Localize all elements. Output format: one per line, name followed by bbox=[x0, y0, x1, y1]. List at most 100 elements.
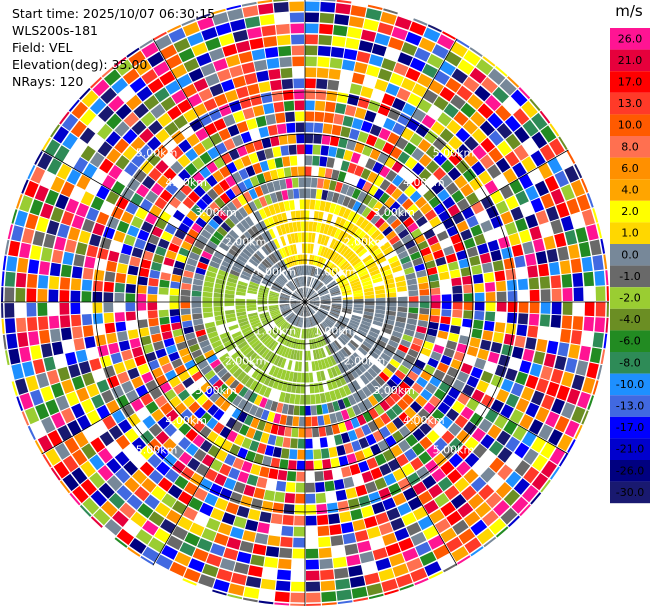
velocity-gate bbox=[336, 276, 346, 283]
velocity-gate bbox=[249, 175, 260, 187]
velocity-gate bbox=[317, 269, 324, 279]
velocity-gate bbox=[372, 161, 384, 174]
velocity-gate bbox=[26, 273, 38, 288]
velocity-gate bbox=[222, 43, 238, 57]
velocity-gate bbox=[340, 232, 349, 243]
velocity-gate bbox=[363, 314, 373, 320]
velocity-gate bbox=[237, 447, 248, 460]
velocity-gate bbox=[180, 295, 191, 302]
velocity-gate bbox=[364, 298, 375, 302]
velocity-gate bbox=[160, 402, 173, 415]
velocity-gate bbox=[10, 430, 27, 449]
velocity-gate bbox=[191, 307, 202, 314]
velocity-gate bbox=[98, 105, 115, 122]
velocity-gate bbox=[310, 302, 320, 304]
velocity-gate bbox=[116, 555, 135, 573]
velocity-gate bbox=[313, 122, 324, 133]
velocity-gate bbox=[419, 289, 430, 296]
velocity-gate bbox=[373, 188, 385, 200]
velocity-gate bbox=[576, 140, 592, 159]
colorbar-tick-label: -21.0 bbox=[616, 443, 644, 456]
velocity-gate bbox=[131, 153, 146, 168]
velocity-gate bbox=[248, 188, 258, 200]
velocity-gate bbox=[268, 300, 278, 302]
velocity-gate bbox=[265, 363, 273, 374]
velocity-gate bbox=[328, 513, 340, 525]
velocity-gate bbox=[346, 222, 355, 234]
velocity-gate bbox=[291, 280, 297, 289]
velocity-gate bbox=[371, 604, 389, 606]
azimuth-spoke bbox=[152, 38, 458, 566]
velocity-gate bbox=[55, 194, 69, 210]
velocity-gate bbox=[276, 277, 285, 285]
velocity-gate bbox=[277, 356, 284, 367]
velocity-gate bbox=[449, 269, 461, 279]
velocity-gate bbox=[273, 330, 282, 339]
velocity-gate bbox=[171, 89, 187, 105]
velocity-gate bbox=[365, 433, 377, 446]
velocity-gate bbox=[80, 145, 96, 162]
velocity-gate bbox=[544, 175, 559, 192]
velocity-gate bbox=[475, 403, 489, 418]
velocity-gate bbox=[290, 438, 298, 449]
velocity-gate bbox=[320, 145, 330, 156]
velocity-gate bbox=[308, 292, 317, 299]
velocity-gate bbox=[225, 404, 237, 416]
velocity-gate bbox=[525, 374, 539, 390]
velocity-gate bbox=[189, 472, 204, 486]
velocity-gate bbox=[452, 309, 463, 318]
velocity-gate bbox=[331, 341, 340, 351]
velocity-gate bbox=[329, 57, 343, 69]
velocity-gate bbox=[505, 393, 520, 408]
velocity-gate bbox=[318, 289, 328, 295]
velocity-gate bbox=[268, 388, 277, 400]
velocity-gate bbox=[103, 292, 114, 302]
velocity-gate bbox=[235, 302, 246, 306]
velocity-gate bbox=[490, 190, 504, 205]
velocity-gate bbox=[503, 333, 515, 346]
velocity-gate bbox=[505, 133, 521, 150]
velocity-gate bbox=[173, 115, 188, 129]
velocity-gate bbox=[326, 225, 334, 236]
velocity-gate bbox=[505, 323, 517, 335]
velocity-gate bbox=[254, 59, 268, 72]
velocity-gate bbox=[92, 291, 103, 302]
velocity-gate bbox=[447, 204, 461, 217]
velocity-gate bbox=[225, 360, 236, 371]
velocity-gate bbox=[268, 468, 279, 480]
velocity-gate bbox=[160, 272, 171, 281]
velocity-gate bbox=[440, 159, 455, 173]
velocity-gate bbox=[476, 58, 494, 76]
velocity-gate bbox=[456, 371, 469, 383]
velocity-gate bbox=[378, 487, 392, 501]
velocity-gate bbox=[405, 67, 421, 82]
velocity-gate bbox=[382, 383, 393, 395]
velocity-gate bbox=[139, 445, 154, 460]
velocity-gate bbox=[299, 405, 305, 416]
velocity-gate bbox=[501, 247, 513, 260]
velocity-gate bbox=[194, 487, 208, 502]
velocity-gate bbox=[337, 258, 347, 268]
velocity-gate bbox=[225, 313, 236, 319]
velocity-gate bbox=[184, 234, 196, 245]
velocity-gate bbox=[316, 371, 322, 382]
velocity-gate bbox=[261, 245, 270, 256]
velocity-gate bbox=[349, 278, 360, 285]
velocity-gate bbox=[453, 111, 469, 126]
velocity-gate bbox=[322, 259, 329, 269]
velocity-gate bbox=[191, 204, 203, 216]
velocity-gate bbox=[457, 502, 474, 518]
velocity-gate bbox=[71, 467, 88, 485]
velocity-gate bbox=[103, 546, 121, 563]
velocity-gate bbox=[244, 332, 255, 340]
velocity-gate bbox=[201, 344, 213, 354]
velocity-gate bbox=[181, 353, 193, 364]
velocity-gate bbox=[289, 314, 296, 323]
velocity-gate bbox=[208, 108, 222, 122]
velocity-gate bbox=[251, 255, 261, 265]
colorbar-cell bbox=[610, 373, 650, 396]
velocity-gate bbox=[268, 303, 279, 306]
velocity-gate bbox=[334, 479, 345, 490]
velocity-gate bbox=[424, 561, 442, 577]
velocity-gate bbox=[139, 128, 154, 143]
